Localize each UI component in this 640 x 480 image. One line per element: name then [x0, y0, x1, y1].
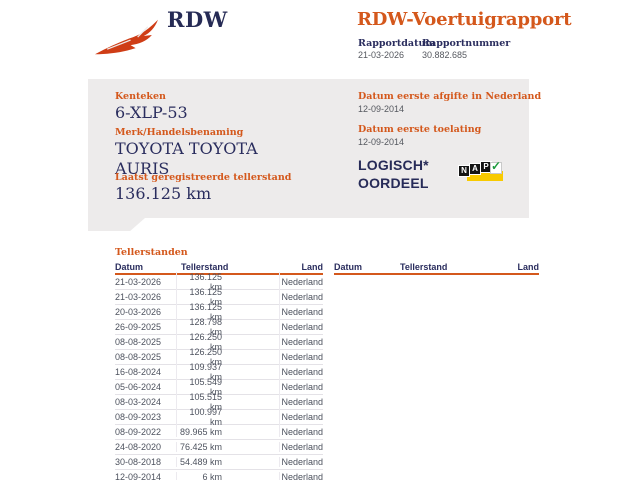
table-cell: 105.549 km: [176, 377, 280, 397]
rdw-logo-text: RDW: [167, 7, 228, 32]
last-odometer-value: 136.125 km: [115, 184, 212, 203]
table-cell: 6 km: [176, 472, 280, 480]
column-header-land: Land: [301, 262, 324, 272]
first-admission-label: Datum eerste toelating: [358, 124, 482, 135]
table-cell: 54.489 km: [176, 457, 280, 467]
table-row: 08-03-2024 105.515 km Nederland: [115, 392, 323, 412]
table-row: 30-08-2018 54.489 km Nederland: [115, 455, 323, 470]
table-cell: Nederland: [281, 322, 323, 332]
table-cell: 76.425 km: [176, 442, 280, 452]
table-cell: 16-08-2024: [115, 367, 162, 377]
odometer-table-left: Datum Tellerstand Land 21-03-2026 136.125…: [115, 260, 323, 480]
table-cell: 26-09-2025: [115, 322, 162, 332]
table-cell: Nederland: [281, 472, 323, 480]
table-cell: 89.965 km: [176, 427, 280, 437]
odometer-section-title: Tellerstanden: [115, 247, 188, 258]
table-row: 08-08-2025 126.250 km Nederland: [115, 347, 323, 367]
table-cell: 128.798 km: [176, 317, 280, 337]
table-row: 26-09-2025 128.798 km Nederland: [115, 317, 323, 337]
table-cell: Nederland: [281, 397, 323, 407]
table-cell: 12-09-2014: [115, 472, 162, 480]
brand-label: Merk/Handelsbenaming: [115, 127, 244, 138]
report-date-value: 21-03-2026: [358, 50, 405, 60]
odometer-verdict: LOGISCH* OORDEEL: [358, 156, 429, 192]
table-cell: Nederland: [281, 292, 323, 302]
table-cell: 24-08-2020: [115, 442, 162, 452]
table-cell: Nederland: [281, 352, 323, 362]
table-cell: Nederland: [281, 427, 323, 437]
column-header-tellerstand: Tellerstand: [400, 262, 448, 272]
table-cell: 05-06-2024: [115, 382, 162, 392]
vehicle-summary-panel-tail: [88, 218, 145, 231]
table-cell: 100.997 km: [176, 407, 280, 427]
table-row: 08-09-2022 89.965 km Nederland: [115, 425, 323, 440]
rdw-wing-logo-icon: [95, 19, 158, 55]
table-cell: Nederland: [281, 367, 323, 377]
table-cell: 136.125 km: [176, 302, 280, 322]
table-header-row: Datum Tellerstand Land: [334, 260, 539, 275]
table-row: 24-08-2020 76.425 km Nederland: [115, 440, 323, 455]
table-cell: Nederland: [281, 382, 323, 392]
table-row: 12-09-2014 6 km Nederland: [115, 470, 323, 480]
table-cell: 21-03-2026: [115, 292, 162, 302]
table-cell: 08-09-2023: [115, 412, 162, 422]
odometer-table-right: Datum Tellerstand Land: [334, 260, 539, 275]
license-plate-label: Kenteken: [115, 91, 166, 102]
table-cell: Nederland: [281, 307, 323, 317]
page-title: RDW-Voertuigrapport: [357, 9, 572, 30]
table-cell: 08-03-2024: [115, 397, 162, 407]
nap-check-box: ✓: [490, 159, 502, 174]
table-cell: 30-08-2018: [115, 457, 162, 467]
column-header-tellerstand: Tellerstand: [181, 262, 229, 272]
nap-letter-p: P: [480, 161, 492, 173]
nap-logo: N A P ✓: [458, 159, 504, 183]
column-header-datum: Datum: [115, 262, 144, 272]
first-issue-label: Datum eerste afgifte in Nederland: [358, 91, 542, 102]
table-cell: 126.250 km: [176, 332, 280, 352]
table-row: 21-03-2026 136.125 km Nederland: [115, 272, 323, 292]
table-cell: Nederland: [281, 277, 323, 287]
table-cell: Nederland: [281, 337, 323, 347]
odometer-verdict-line2: OORDEEL: [358, 175, 429, 191]
report-number-value: 30.882.685: [422, 50, 468, 60]
table-cell: 20-03-2026: [115, 307, 162, 317]
table-cell: 136.125 km: [176, 287, 280, 307]
table-row: 08-08-2025 126.250 km Nederland: [115, 332, 323, 352]
table-cell: 21-03-2026: [115, 277, 162, 287]
table-cell: 08-08-2025: [115, 352, 162, 362]
table-cell: Nederland: [281, 442, 323, 452]
table-cell: Nederland: [281, 412, 323, 422]
first-issue-value: 12-09-2014: [358, 104, 405, 114]
table-cell: 08-09-2022: [115, 427, 162, 437]
vehicle-summary-panel: [88, 79, 529, 218]
license-plate-value: 6-XLP-53: [115, 103, 188, 122]
column-header-datum: Datum: [334, 262, 363, 272]
table-cell: 105.515 km: [176, 392, 280, 412]
nap-logo-yellow-bar: [467, 171, 503, 181]
brand-value: TOYOTA TOYOTA AURIS: [115, 139, 258, 178]
table-cell: 126.250 km: [176, 347, 280, 367]
table-row: 20-03-2026 136.125 km Nederland: [115, 302, 323, 322]
odometer-verdict-line1: LOGISCH*: [358, 157, 429, 173]
table-cell: Nederland: [281, 457, 323, 467]
table-cell: 109.937 km: [176, 362, 280, 382]
table-row: 16-08-2024 109.937 km Nederland: [115, 362, 323, 382]
table-header-row: Datum Tellerstand Land: [115, 260, 323, 275]
column-header-land: Land: [517, 262, 540, 272]
first-admission-value: 12-09-2014: [358, 137, 405, 147]
table-row: 08-09-2023 100.997 km Nederland: [115, 407, 323, 427]
last-odometer-label: Laatst geregistreerde tellerstand: [115, 172, 292, 183]
table-row: 21-03-2026 136.125 km Nederland: [115, 287, 323, 307]
table-row: 05-06-2024 105.549 km Nederland: [115, 377, 323, 397]
table-cell: 08-08-2025: [115, 337, 162, 347]
nap-check-icon: ✓: [491, 159, 502, 173]
report-number-label: Rapportnummer: [422, 38, 511, 49]
table-cell: 136.125 km: [176, 272, 280, 292]
report-date-label: Rapportdatum: [358, 38, 436, 49]
